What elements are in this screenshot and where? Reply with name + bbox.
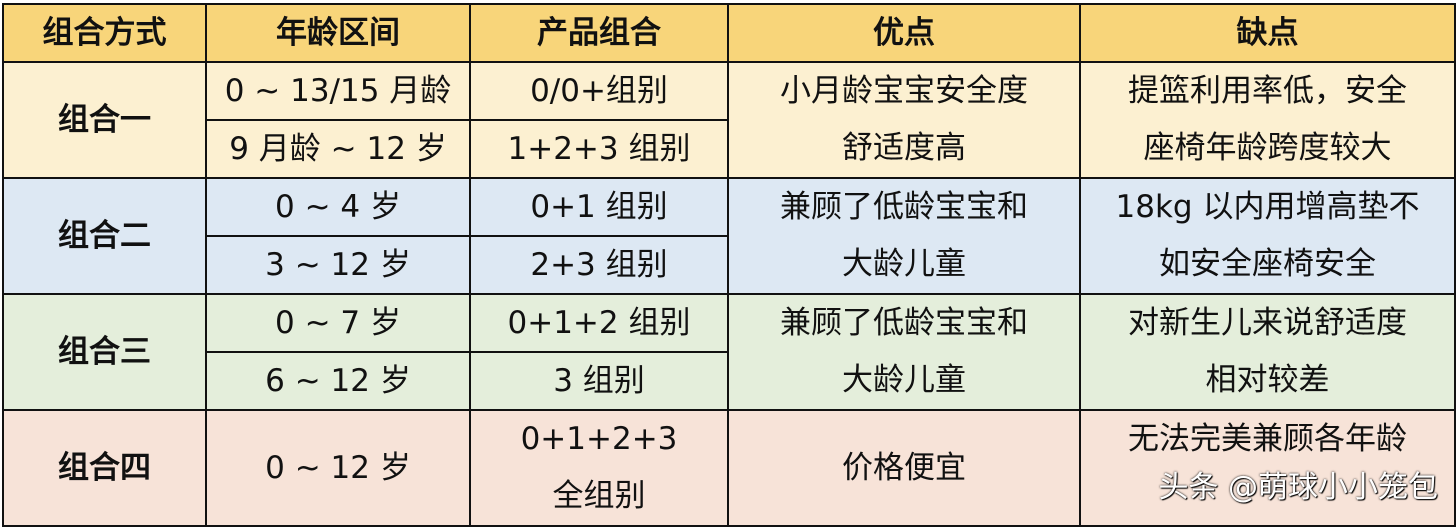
cons-line: 提篮利用率低，安全 [1128,73,1407,109]
header-cell: 优点 [727,3,1081,63]
age-range: 0 ~ 7 岁 [205,293,471,353]
group-name: 组合四 [2,409,207,527]
product: 1+2+3 组别 [469,119,729,179]
comparison-table: 组合方式 年龄区间 产品组合 优点 缺点 组合一 0 ~ 13/15 月龄 0/… [2,3,1456,527]
age-range: 0 ~ 4 岁 [205,177,471,237]
header-cell: 产品组合 [469,3,729,63]
cons-line: 无法完美兼顾各年龄 [1128,421,1407,457]
age-range: 6 ~ 12 岁 [205,351,471,411]
group-name: 组合三 [2,293,207,411]
pros-line: 兼顾了低龄宝宝和 [780,189,1028,225]
age-range: 0 ~ 12 岁 [205,409,471,527]
age-range: 3 ~ 12 岁 [205,235,471,295]
age-range: 0 ~ 13/15 月龄 [205,61,471,121]
cons-line: 如安全座椅安全 [1159,246,1376,282]
group-name: 组合二 [2,177,207,295]
pros-line: 兼顾了低龄宝宝和 [780,305,1028,341]
product-line: 全组别 [552,478,646,514]
pros-line: 大龄儿童 [842,246,966,282]
product-line: 0+1+2+3 [520,421,678,457]
product: 0/0+组别 [469,61,729,121]
pros: 小月龄宝宝安全度 舒适度高 [727,61,1081,179]
product: 0+1+2 组别 [469,293,729,353]
pros-line: 大龄儿童 [842,362,966,398]
pros-line: 舒适度高 [842,130,966,166]
cons-line: 座椅年龄跨度较大 [1143,130,1392,166]
cons: 提篮利用率低，安全 座椅年龄跨度较大 [1079,61,1456,179]
table-row: 组合四 0 ~ 12 岁 0+1+2+3 全组别 价格便宜 无法完美兼顾各年龄 [2,409,1456,527]
pros: 价格便宜 [727,409,1081,527]
cons: 对新生儿来说舒适度 相对较差 [1079,293,1456,411]
pros-line: 小月龄宝宝安全度 [780,73,1028,109]
product: 0+1 组别 [469,177,729,237]
cons: 无法完美兼顾各年龄 [1079,409,1456,527]
product: 3 组别 [469,351,729,411]
table-row: 组合三 0 ~ 7 岁 0+1+2 组别 兼顾了低龄宝宝和 大龄儿童 对新生儿来说… [2,293,1456,411]
header-cell: 组合方式 [2,3,207,63]
cons-line: 18kg 以内用增高垫不 [1115,189,1420,225]
table-row: 组合一 0 ~ 13/15 月龄 0/0+组别 小月龄宝宝安全度 舒适度高 提篮利… [2,61,1456,179]
cons-line: 对新生儿来说舒适度 [1128,305,1407,341]
cons: 18kg 以内用增高垫不 如安全座椅安全 [1079,177,1456,295]
product: 0+1+2+3 全组别 [469,409,729,527]
group-name: 组合一 [2,61,207,179]
product: 2+3 组别 [469,235,729,295]
pros: 兼顾了低龄宝宝和 大龄儿童 [727,177,1081,295]
age-range: 9 月龄 ~ 12 岁 [205,119,471,179]
watermark: 头条 @萌球小小笼包 [1158,470,1438,505]
table-row: 组合二 0 ~ 4 岁 0+1 组别 兼顾了低龄宝宝和 大龄儿童 18kg 以内用… [2,177,1456,295]
cons-line: 相对较差 [1205,362,1330,398]
header-cell: 缺点 [1079,3,1456,63]
pros: 兼顾了低龄宝宝和 大龄儿童 [727,293,1081,411]
header-cell: 年龄区间 [205,3,471,63]
header-row: 组合方式 年龄区间 产品组合 优点 缺点 [2,3,1456,63]
